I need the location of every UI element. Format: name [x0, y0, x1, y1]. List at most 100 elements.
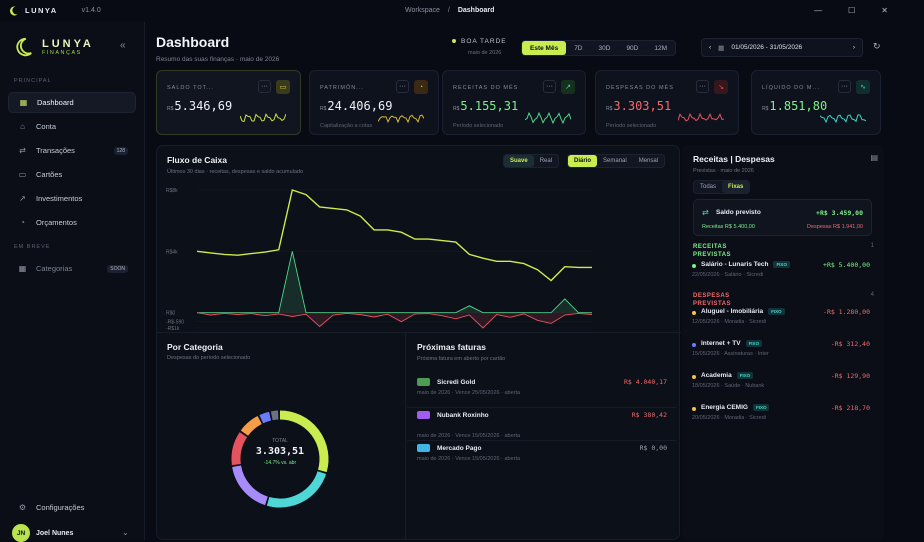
toggle-option[interactable]: Suave: [504, 155, 534, 167]
forecast-meta: 18/05/2026 · Saúde · Nubank: [692, 383, 765, 389]
forecast-name: Aluguel - Imobiliária FIXO: [701, 308, 785, 315]
maximize-icon[interactable]: ☐: [848, 6, 856, 15]
toggle-option[interactable]: Mensal: [638, 158, 659, 164]
sidebar-item-transacoes[interactable]: ⇄ Transações 128: [8, 140, 136, 161]
period-option[interactable]: 30D: [598, 44, 611, 52]
more-icon[interactable]: ···: [258, 80, 271, 93]
cashflow-panel: Fluxo de Caixa Últimos 30 dias · receita…: [156, 145, 681, 540]
breadcrumb-workspace[interactable]: Workspace: [405, 7, 440, 14]
sidebar-item-label: Orçamentos: [36, 218, 77, 227]
forecast-panel: Receitas | Despesas Previstas · maio de …: [682, 145, 884, 540]
toggle-option[interactable]: Fixas: [722, 181, 750, 193]
card-color-swatch: [417, 378, 430, 386]
forecast-expense-total: Despesas R$ 1.941,00: [807, 224, 863, 230]
close-icon[interactable]: ✕: [881, 6, 888, 15]
period-option[interactable]: Este Mês: [522, 41, 567, 55]
collapse-sidebar-icon[interactable]: «: [120, 40, 126, 51]
chevron-down-icon[interactable]: ⌄: [122, 528, 129, 537]
invoice-meta: maio de 2026 · Vence 15/05/2026 · aberta: [417, 433, 521, 439]
export-icon[interactable]: ▤: [870, 153, 878, 162]
series-area: [197, 251, 592, 313]
greeting-date: maio de 2026: [468, 50, 502, 56]
invoice-amount: R$ 0,00: [639, 444, 667, 452]
forecast-row[interactable]: Academia FIXO -R$ 129,90 18/05/2026 · Saúde…: [692, 372, 870, 392]
forecast-row[interactable]: Aluguel - Imobiliária FIXO -R$ 1.280,00 12/…: [692, 308, 870, 328]
forecast-name-text: Internet + TV: [701, 340, 741, 348]
date-range-picker[interactable]: ‹ ▦ 01/05/2026 - 31/05/2026 ›: [701, 38, 863, 57]
sidebar-item-label: Cartões: [36, 170, 63, 179]
toggle-option[interactable]: Semanal: [603, 158, 627, 164]
forecast-name: Internet + TV FIXO: [701, 340, 763, 348]
title-bar: LUNYA v1.4.0 Workspace / Dashboard — ☐ ✕: [0, 0, 924, 22]
kpi-card[interactable]: RECEITAS DO MÊS ··· ↗ R$5.155,31 Período sel…: [442, 70, 586, 135]
forecast-subtitle: Previstas · maio de 2026: [693, 168, 754, 174]
forecast-summary-box: ⇄ Saldo previsto +R$ 3.459,00 Receitas R…: [693, 199, 872, 236]
category-icon: ▦: [18, 264, 27, 273]
minimize-icon[interactable]: —: [814, 6, 823, 15]
more-icon[interactable]: ···: [838, 80, 851, 93]
sidebar: LUNYA FINANÇAS « PRINCIPAL ▦ Dashboard ⌂ Co…: [0, 22, 145, 542]
fixed-badge: FIXO: [736, 372, 754, 379]
invoice-row[interactable]: Nubank Roxinho R$ 380,42 maio de 2026 · Ve…: [407, 411, 677, 441]
next-period-icon[interactable]: ›: [852, 44, 855, 51]
forecast-amount: -R$ 1.280,00: [823, 308, 870, 316]
sidebar-logo: LUNYA FINANÇAS: [12, 36, 94, 58]
more-icon[interactable]: ···: [396, 80, 409, 93]
forecast-row[interactable]: Internet + TV FIXO -R$ 312,40 15/05/2026 · …: [692, 340, 870, 360]
refresh-icon[interactable]: ↻: [873, 41, 881, 51]
card-name: Sicredi Gold: [437, 379, 476, 386]
invoice-meta: maio de 2026 · Vence 25/05/2026 · aberta: [417, 390, 521, 396]
user-profile[interactable]: JN Joel Nunes ⌄: [12, 524, 129, 542]
kpi-label: RECEITAS DO MÊS: [453, 85, 519, 91]
sparkline-line: [820, 114, 866, 124]
fixed-badge: FIXO: [768, 308, 785, 315]
toggle-option[interactable]: Todas: [700, 184, 717, 190]
forecast-name-text: Aluguel - Imobiliária: [701, 308, 764, 316]
card-color-swatch: [417, 444, 430, 452]
prev-period-icon[interactable]: ‹: [709, 44, 712, 51]
toggle-option[interactable]: Real: [539, 158, 553, 164]
breadcrumb: Workspace / Dashboard: [405, 7, 494, 14]
sidebar-item-orcamentos[interactable]: ◔ Orçamentos: [8, 212, 136, 233]
invoice-row[interactable]: Sicredi Gold R$ 4.040,17 maio de 2026 · Ve…: [407, 378, 677, 408]
count-badge: 128: [113, 146, 128, 155]
sidebar-item-cartoes[interactable]: ▭ Cartões: [8, 164, 136, 185]
income-count: 1: [870, 243, 874, 249]
sidebar-item-settings[interactable]: ⚙ Configurações: [8, 497, 136, 518]
more-icon[interactable]: ···: [543, 80, 556, 93]
status-dot: [452, 39, 456, 44]
kpi-card[interactable]: DESPESAS DO MÊS ··· ↘ R$3.303,51 Período sel…: [595, 70, 739, 135]
kpi-footer: Capitalização a cotas: [320, 123, 373, 129]
period-option[interactable]: 12M: [654, 44, 668, 52]
period-option[interactable]: 7D: [574, 44, 583, 52]
kpi-card[interactable]: PATRIMÔN... ··· ◔ R$24.406,69 Capitalização …: [309, 70, 439, 135]
greeting-text: BOA TARDE: [461, 38, 507, 45]
sidebar-item-dashboard[interactable]: ▦ Dashboard: [8, 92, 136, 113]
category-title: Por Categoria: [167, 342, 223, 352]
more-icon[interactable]: ···: [696, 80, 709, 93]
period-option[interactable]: 90D: [626, 44, 639, 52]
kpi-card[interactable]: SALDO TOT... ··· ▭ R$5.346,69: [156, 70, 301, 135]
forecast-meta: 15/05/2026 · Assinaturas · Inter: [692, 351, 769, 357]
forecast-name: Salário - Lunaris Tech FIXO: [701, 261, 790, 268]
breadcrumb-separator: /: [447, 7, 450, 14]
donut-total: 3.303,51: [255, 446, 305, 457]
bank-icon: ⌂: [20, 122, 25, 131]
currency-label: R$: [320, 106, 327, 112]
forecast-row[interactable]: Salário - Lunaris Tech FIXO +R$ 5.400,00 22…: [692, 261, 870, 281]
sidebar-item-conta[interactable]: ⌂ Conta: [8, 116, 136, 137]
donut-total-label: TOTAL: [272, 438, 288, 444]
y-tick-label: R$0: [166, 311, 175, 317]
section-label-soon: EM BREVE: [14, 244, 51, 250]
forecast-row[interactable]: Energia CEMIG FIXO -R$ 218,70 20/05/2026 · …: [692, 404, 870, 424]
y-tick-label: -R$-590: [166, 320, 184, 326]
toggle-option[interactable]: Diário: [568, 155, 598, 167]
trend-icon: ↗: [19, 194, 26, 203]
section-label-principal: PRINCIPAL: [14, 78, 52, 84]
kpi-card[interactable]: LÍQUIDO DO M... ··· ∿ R$1.851,80: [751, 70, 881, 135]
kpi-sparkline: [240, 112, 286, 123]
kpi-value: R$24.406,69: [320, 99, 392, 113]
invoice-row[interactable]: Mercado Pago R$ 0,00 maio de 2026 · Vence …: [417, 444, 667, 474]
kpi-value: R$3.303,51: [606, 99, 671, 113]
sidebar-item-investimentos[interactable]: ↗ Investimentos: [8, 188, 136, 209]
